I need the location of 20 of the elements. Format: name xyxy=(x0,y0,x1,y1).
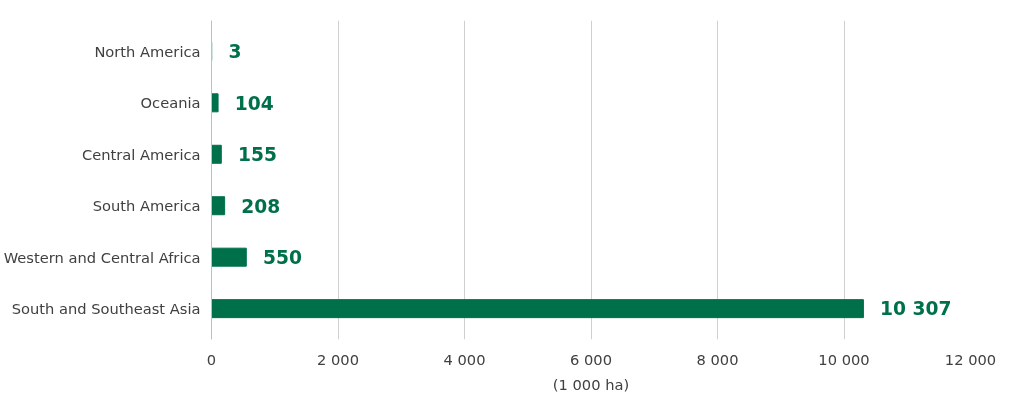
y-tick-label: South America xyxy=(92,197,201,215)
x-tick-label: 4 000 xyxy=(443,350,486,368)
y-tick-label: Western and Central Africa xyxy=(3,248,201,266)
x-tick-label: 2 000 xyxy=(317,350,359,368)
y-tick-label: Oceania xyxy=(140,94,201,112)
x-axis-title: (1 000 ha) xyxy=(552,375,630,393)
data-label: 3 xyxy=(228,41,242,63)
x-tick-label: 6 000 xyxy=(570,350,612,368)
x-tick-label: 0 xyxy=(206,350,217,368)
data-label: 155 xyxy=(238,144,277,166)
data-label: 10 307 xyxy=(880,298,952,320)
y-tick-label: South and Southeast Asia xyxy=(11,300,201,318)
data-label: 104 xyxy=(234,92,274,114)
x-tick-label: 12 000 xyxy=(944,350,997,368)
data-label: 208 xyxy=(241,195,281,217)
data-label: 550 xyxy=(262,247,302,269)
y-tick-label: Central America xyxy=(82,145,201,163)
x-tick-label: 8 000 xyxy=(696,350,739,368)
y-tick-label: North America xyxy=(94,42,201,60)
x-tick-label: 10 000 xyxy=(818,350,870,368)
